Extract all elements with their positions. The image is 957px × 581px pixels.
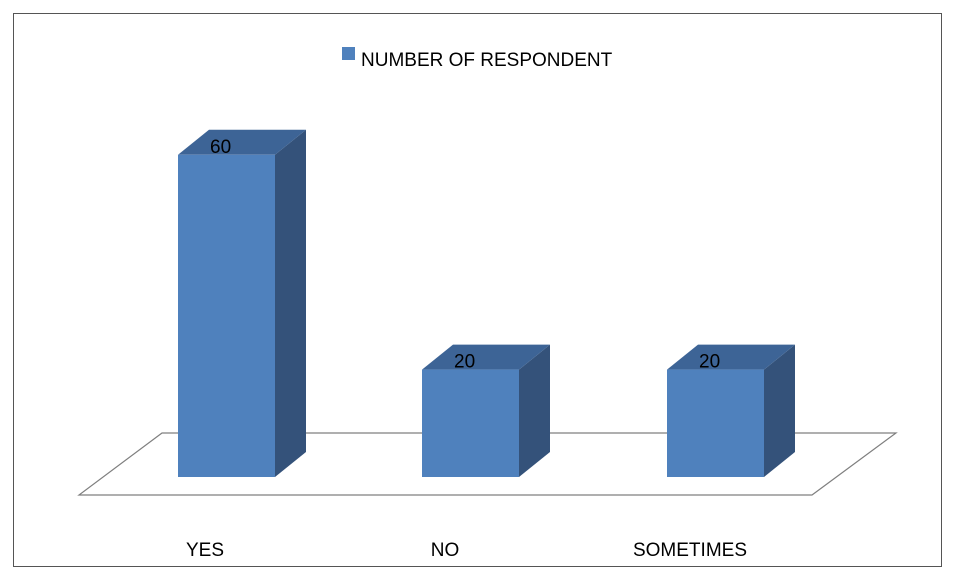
category-labels-group: YES NO SOMETIMES [186, 540, 747, 561]
bar-side-no [519, 344, 550, 477]
legend-swatch [342, 47, 355, 60]
data-label-yes: 60 [210, 137, 231, 158]
bar-side-sometimes [764, 344, 795, 477]
bars-group [178, 129, 795, 478]
data-labels-group: 60 20 20 [210, 137, 720, 373]
legend-label: NUMBER OF RESPONDENT [361, 50, 613, 71]
data-label-no: 20 [454, 352, 475, 373]
bar-sometimes [667, 369, 764, 477]
bar-top-yes [178, 129, 306, 155]
category-label-sometimes: SOMETIMES [633, 540, 747, 561]
category-label-yes: YES [186, 540, 224, 561]
bar-top-sometimes [667, 344, 795, 370]
data-label-sometimes: 20 [699, 352, 720, 373]
bar-top-no [422, 344, 550, 370]
bar-side-yes [275, 129, 306, 478]
bar-yes [178, 154, 275, 478]
bar-no [422, 369, 519, 477]
category-label-no: NO [431, 540, 460, 561]
legend: NUMBER OF RESPONDENT [342, 47, 613, 71]
